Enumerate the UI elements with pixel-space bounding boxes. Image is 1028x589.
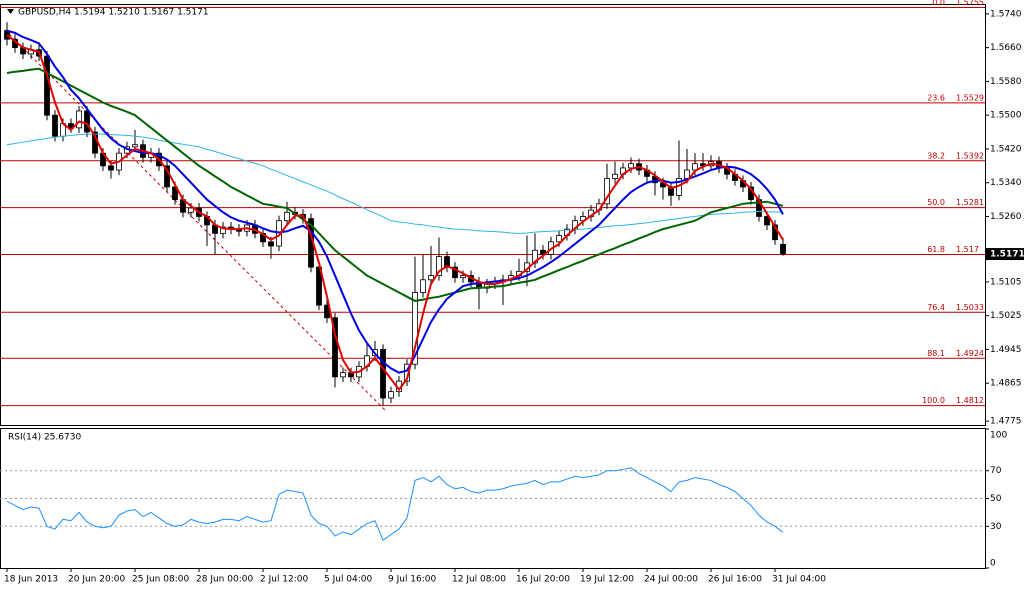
rsi-tick-label: 70 bbox=[990, 466, 1002, 476]
x-tick-label: 9 Jul 16:00 bbox=[388, 575, 437, 585]
candle-body bbox=[380, 349, 386, 399]
x-tick-label: 12 Jul 08:00 bbox=[452, 575, 506, 585]
candle-body bbox=[428, 275, 434, 281]
x-tick-label: 25 Jun 08:00 bbox=[132, 575, 189, 585]
rsi-tick-label: 100 bbox=[990, 431, 1007, 441]
candle-body bbox=[684, 169, 690, 179]
y-tick-label: 1.5025 bbox=[990, 311, 1022, 321]
candle-body bbox=[764, 216, 770, 226]
candle-body bbox=[84, 110, 90, 133]
y-tick-label: 1.5420 bbox=[990, 144, 1022, 154]
candle-body bbox=[780, 243, 786, 255]
chart-header: GBPUSD,H4 1.5194 1.5210 1.5167 1.5171 bbox=[18, 8, 209, 18]
fib-ratio: 23.6 bbox=[927, 93, 945, 102]
fib-price: 1.5033 bbox=[956, 303, 984, 312]
candle-body bbox=[284, 211, 290, 222]
fib-ratio: 88.1 bbox=[927, 349, 945, 358]
rsi-tick-label: 50 bbox=[990, 494, 1002, 504]
x-tick-label: 5 Jul 04:00 bbox=[324, 575, 373, 585]
x-tick-label: 31 Jul 04:00 bbox=[772, 575, 826, 585]
moving-average bbox=[6, 67, 784, 302]
candle-body bbox=[628, 163, 634, 169]
candle-body bbox=[68, 123, 74, 129]
candle-body bbox=[172, 186, 178, 200]
candle-body bbox=[332, 317, 338, 378]
fib-ratio: 61.8 bbox=[927, 245, 945, 254]
y-tick-label: 1.5660 bbox=[990, 43, 1022, 53]
y-tick-label: 1.5340 bbox=[990, 178, 1022, 188]
moving-average bbox=[6, 29, 784, 374]
last-price-box bbox=[986, 248, 1024, 261]
fib-price: 1.5529 bbox=[956, 93, 984, 102]
y-tick-label: 1.4775 bbox=[990, 417, 1022, 427]
candle-body bbox=[188, 207, 194, 213]
fib-price: 1.5755 bbox=[956, 0, 984, 7]
rsi-tick-label: 30 bbox=[990, 522, 1002, 532]
x-tick-label: 28 Jun 00:00 bbox=[196, 575, 253, 585]
y-tick-label: 1.5105 bbox=[990, 277, 1022, 287]
candle-body bbox=[76, 110, 82, 129]
x-tick-label: 19 Jul 12:00 bbox=[580, 575, 634, 585]
candle-body bbox=[412, 292, 418, 365]
y-tick-label: 1.5260 bbox=[990, 212, 1022, 222]
price-panel bbox=[0, 4, 986, 426]
x-tick-label: 16 Jul 20:00 bbox=[516, 575, 570, 585]
candle-body bbox=[268, 241, 274, 247]
moving-average bbox=[6, 133, 784, 234]
last-price-label: 1.5171 bbox=[990, 250, 1025, 260]
x-tick-label: 26 Jul 16:00 bbox=[708, 575, 762, 585]
rsi-line bbox=[6, 467, 784, 541]
fib-price: 1.5281 bbox=[956, 198, 984, 207]
candle-body bbox=[604, 178, 610, 205]
fib-ratio: 50.0 bbox=[927, 198, 945, 207]
y-tick-label: 1.4945 bbox=[990, 345, 1022, 355]
y-tick-label: 1.4865 bbox=[990, 379, 1022, 389]
candle-body bbox=[388, 391, 394, 399]
fib-price: 1.4924 bbox=[956, 349, 984, 358]
rsi-tick-label: 0 bbox=[990, 559, 996, 569]
candle-body bbox=[612, 173, 618, 179]
fib-price: 1.4812 bbox=[956, 396, 984, 405]
fib-ratio: 100.0 bbox=[922, 396, 945, 405]
candle-body bbox=[220, 226, 226, 234]
y-tick-label: 1.5740 bbox=[990, 9, 1022, 19]
candle-body bbox=[108, 165, 114, 171]
symbol-icon bbox=[7, 9, 14, 14]
candle-body bbox=[340, 372, 346, 378]
fib-ratio: 76.4 bbox=[927, 303, 945, 312]
x-tick-label: 2 Jul 12:00 bbox=[260, 575, 309, 585]
candle-body bbox=[52, 114, 58, 137]
candle-body bbox=[436, 256, 442, 276]
fib-ratio: 38.2 bbox=[927, 151, 945, 160]
y-tick-label: 1.5500 bbox=[990, 111, 1022, 121]
fib-ratio: 0.0 bbox=[932, 0, 945, 7]
candle-body bbox=[556, 235, 562, 243]
x-tick-label: 20 Jun 20:00 bbox=[68, 575, 125, 585]
fib-price: 1.517 bbox=[956, 245, 979, 254]
moving-average bbox=[6, 34, 784, 392]
candle-body bbox=[420, 279, 426, 293]
candle-body bbox=[452, 266, 458, 279]
x-tick-label: 18 Jun 2013 bbox=[4, 575, 58, 585]
fib-price: 1.5392 bbox=[956, 151, 984, 160]
candle-body bbox=[460, 275, 466, 279]
rsi-title: RSI(14) 25.6730 bbox=[8, 433, 81, 443]
x-tick-label: 24 Jul 00:00 bbox=[644, 575, 698, 585]
candle-body bbox=[44, 55, 50, 116]
y-tick-label: 1.5580 bbox=[990, 77, 1022, 87]
candle-body bbox=[132, 144, 138, 148]
